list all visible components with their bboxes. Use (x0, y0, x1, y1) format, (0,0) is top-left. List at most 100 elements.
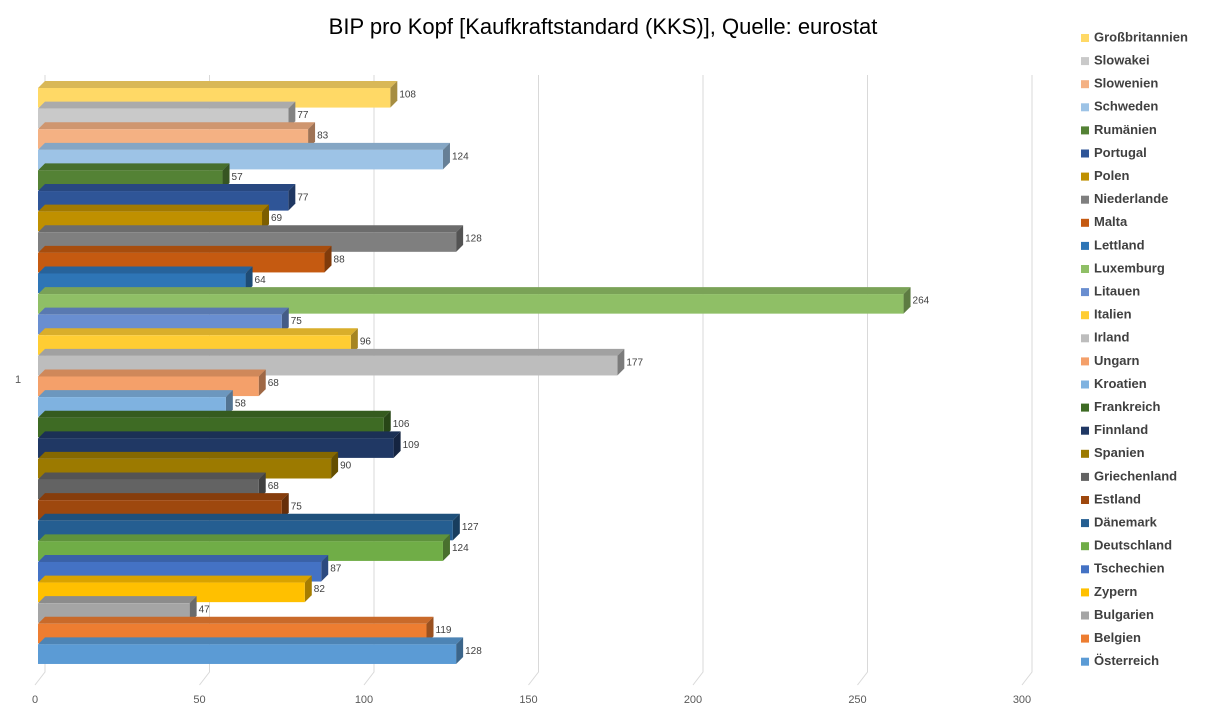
bar-top (38, 431, 401, 439)
value-label: 128 (465, 646, 482, 657)
bar-side (452, 513, 460, 541)
legend-swatch (1081, 195, 1089, 204)
x-tick-label: 150 (519, 694, 537, 706)
bar-top (38, 122, 316, 130)
legend-swatch (1081, 449, 1089, 458)
grid-line (528, 75, 539, 686)
value-label: 177 (626, 357, 643, 368)
bar-top (38, 451, 339, 459)
bar-side (383, 410, 391, 438)
value-label: 68 (268, 378, 280, 389)
bar-top (38, 101, 296, 109)
bar-side (258, 369, 266, 397)
legend-swatch (1081, 588, 1089, 597)
legend-label: Österreich (1094, 653, 1159, 668)
chart-title: BIP pro Kopf [Kaufkraftstandard (KKS)], … (329, 14, 878, 39)
legend-label: Irland (1094, 330, 1129, 345)
legend-label: Frankreich (1094, 399, 1161, 414)
bar-side (258, 472, 266, 500)
bar-side (456, 637, 464, 664)
bar-side (426, 616, 434, 644)
bar-side (324, 245, 332, 273)
legend-label: Finnland (1094, 422, 1148, 437)
value-label: 109 (403, 440, 420, 451)
x-tick-label: 250 (848, 694, 866, 706)
value-label: 57 (232, 172, 244, 183)
legend-label: Lettland (1094, 237, 1145, 252)
grid-line (692, 75, 704, 686)
category-label: 1 (15, 374, 21, 386)
bar-top (38, 472, 266, 480)
legend-swatch (1081, 496, 1089, 504)
legend-swatch (1081, 311, 1089, 320)
grid-line (1021, 75, 1033, 686)
bar-top (38, 390, 233, 398)
legend-label: Belgien (1094, 630, 1141, 645)
x-tick-label: 50 (193, 694, 205, 706)
bar-top (38, 369, 266, 377)
legend-swatch (1081, 634, 1089, 643)
legend-label: Kroatien (1094, 376, 1147, 391)
bar-side (442, 142, 450, 170)
bar-top (38, 163, 230, 171)
bar-top (38, 266, 253, 274)
bar-side (304, 575, 312, 603)
value-label: 47 (199, 605, 211, 616)
bar-top (38, 142, 450, 150)
value-label: 106 (393, 419, 410, 430)
bar-top (38, 616, 434, 624)
legend-label: Griechenland (1094, 468, 1177, 483)
value-label: 77 (297, 192, 309, 203)
legend-swatch (1081, 103, 1089, 112)
bar-top (38, 637, 464, 645)
x-tick-label: 100 (355, 694, 373, 706)
legend-swatch (1081, 611, 1089, 620)
legend-label: Niederlande (1094, 191, 1168, 206)
bar-side (308, 122, 316, 149)
bar-top (38, 410, 391, 418)
legend-swatch (1081, 126, 1089, 135)
bar-side (281, 307, 289, 335)
bar-top (38, 554, 329, 562)
value-label: 90 (340, 460, 352, 471)
bar-side (390, 81, 398, 108)
bar-top (38, 307, 289, 315)
legend-swatch (1081, 403, 1089, 412)
bar-side (288, 101, 296, 129)
bar-side (281, 493, 289, 520)
legend-swatch (1081, 472, 1089, 481)
bar-side (442, 534, 450, 561)
legend-swatch (1081, 57, 1089, 66)
legend-swatch (1081, 565, 1089, 574)
bar-side (288, 184, 296, 211)
legend-label: Litauen (1094, 284, 1140, 299)
legend-label: Bulgarien (1094, 607, 1154, 622)
legend-label: Rumänien (1094, 122, 1157, 137)
bar-top (38, 204, 270, 212)
legend-swatch (1081, 426, 1089, 435)
value-label: 108 (399, 89, 416, 100)
x-tick-label: 0 (32, 694, 38, 706)
legend-label: Malta (1094, 214, 1128, 229)
legend-label: Tschechien (1094, 561, 1165, 576)
legend-swatch (1081, 218, 1089, 227)
bar-top (38, 513, 460, 521)
bar-side (456, 225, 464, 252)
value-label: 77 (297, 110, 309, 121)
legend-swatch (1081, 149, 1089, 158)
bar-side (321, 554, 329, 582)
legend-swatch (1081, 288, 1089, 297)
legend-label: Deutschland (1094, 538, 1172, 553)
legend-label: Slowenien (1094, 76, 1158, 91)
legend-swatch (1081, 519, 1089, 528)
bar-top (38, 328, 358, 336)
x-tick-label: 300 (1013, 694, 1031, 706)
value-label: 88 (334, 254, 346, 265)
bar-top (38, 575, 312, 583)
legend-label: Luxemburg (1094, 260, 1165, 275)
bar-top (38, 348, 625, 356)
bar (38, 644, 457, 664)
legend-swatch (1081, 34, 1089, 42)
value-label: 264 (913, 296, 930, 307)
legend-swatch (1081, 80, 1089, 89)
